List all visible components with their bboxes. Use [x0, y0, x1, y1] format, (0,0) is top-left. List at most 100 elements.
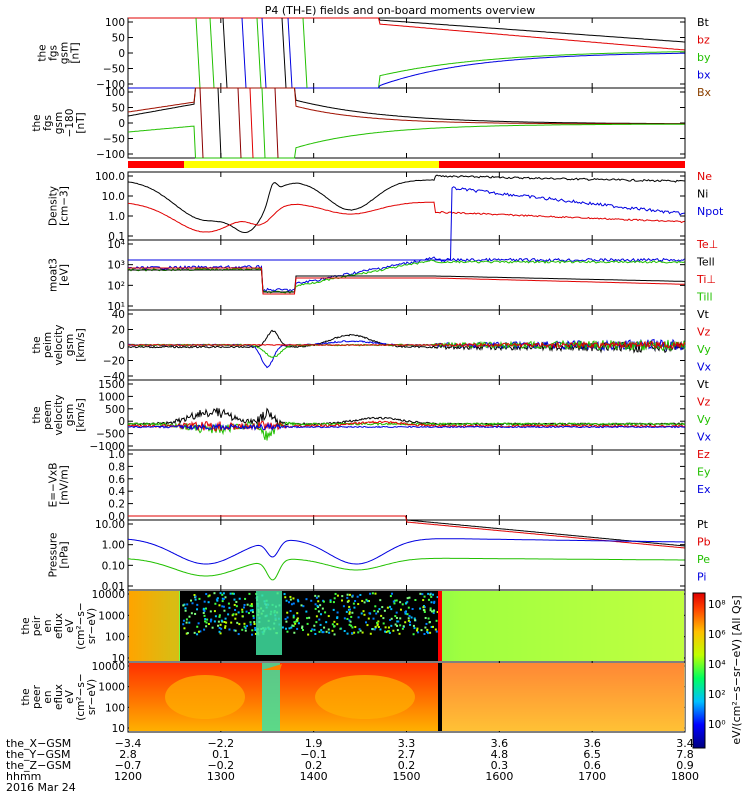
- legend-entry: Vz: [697, 396, 711, 409]
- spectrogram-pixel: [243, 603, 246, 606]
- field-spike: [217, 87, 222, 159]
- spectrogram-pixel: [285, 627, 288, 630]
- spectrogram-pixel: [407, 606, 410, 609]
- x-tick-label: −3.4: [115, 737, 142, 750]
- spectrogram-pixel: [436, 611, 439, 614]
- spectrogram-pixel: [435, 630, 438, 633]
- series-vt: [127, 407, 686, 426]
- spectrogram-pixel: [348, 608, 351, 611]
- series-bz: [128, 17, 685, 51]
- x-tick-label: 0.6: [583, 759, 601, 772]
- spectrogram-pixel: [345, 610, 348, 613]
- x-tick-label: 1.9: [305, 737, 323, 750]
- spectrogram-pixel: [333, 625, 336, 628]
- spectrogram-pixel: [359, 629, 362, 632]
- spectrogram-pixel: [413, 627, 416, 630]
- spectrogram-pixel: [409, 623, 412, 626]
- spectrogram-pixel: [249, 623, 252, 626]
- spectrogram-pixel: [424, 616, 427, 619]
- spectrogram-pixel: [336, 611, 339, 614]
- spectrogram-pixel: [336, 617, 339, 620]
- legend-entry: Bx: [697, 86, 712, 99]
- spectrogram-pixel: [237, 611, 240, 614]
- x-tick-label: 0.2: [305, 759, 323, 772]
- spectrogram-pixel: [227, 602, 230, 605]
- spectrogram-pixel: [231, 614, 234, 617]
- field-spike: [241, 17, 247, 89]
- spectrogram-pixel: [217, 620, 220, 623]
- y-axis-label: peer: [31, 684, 43, 709]
- legend-entry: Vt: [697, 378, 710, 391]
- spectrogram-pixel: [427, 617, 430, 620]
- spectrogram-pixel: [203, 614, 206, 617]
- y-tick-label: 1500: [98, 379, 125, 391]
- y-tick-label: 10: [112, 723, 125, 735]
- x-tick-label: −0.2: [207, 759, 234, 772]
- spectrogram-pixel: [404, 621, 407, 624]
- y-tick-label: 1000: [98, 682, 125, 694]
- spectrogram-pixel: [190, 612, 193, 615]
- legend-entry: Ey: [697, 466, 711, 479]
- panel-frame: [127, 519, 686, 591]
- spectrogram-pixel: [289, 595, 292, 598]
- spectrogram-pixel: [379, 599, 382, 602]
- spectrogram-pixel: [379, 628, 382, 631]
- spectrogram-feature: [165, 675, 245, 719]
- spectrogram-pixel: [244, 627, 247, 630]
- spectrogram-pixel: [219, 632, 222, 635]
- spectrogram-pixel: [414, 619, 417, 622]
- spectrogram-pixel: [182, 604, 185, 607]
- y-axis-label: fgs: [48, 45, 60, 61]
- y-tick-label: 1000: [98, 610, 125, 622]
- spectrogram-pixel: [331, 629, 334, 632]
- spectrogram-pixel: [422, 599, 425, 602]
- spectrogram-pixel: [197, 630, 200, 633]
- colorbar-tick-label: 10⁶: [708, 629, 726, 641]
- spectrogram-pixel: [336, 594, 339, 597]
- spectrogram-pixel: [293, 631, 296, 634]
- spectrogram-pixel: [427, 632, 430, 635]
- spectrogram-pixel: [346, 632, 349, 635]
- spectrogram-pixel: [353, 631, 356, 634]
- spectrogram-pixel: [352, 602, 355, 605]
- spectrogram-pixel: [416, 629, 419, 632]
- spectrogram-pixel: [237, 633, 240, 636]
- spectrogram-pixel: [329, 599, 332, 602]
- spectrogram-feature: [315, 675, 415, 719]
- panel-frame: [127, 449, 686, 521]
- spectrogram-pixel: [199, 630, 202, 633]
- y-axis-label: peir: [31, 615, 43, 636]
- panel-1-traces: [128, 17, 685, 89]
- spectrogram-pixel: [233, 629, 236, 632]
- panel-9-spectrogram: [129, 591, 684, 661]
- spectrogram-pixel: [410, 616, 413, 619]
- spectrogram-pixel: [357, 603, 360, 606]
- spectrogram-pixel: [432, 609, 435, 612]
- y-tick-label: −100: [96, 79, 125, 91]
- spectrogram-pixel: [394, 615, 397, 618]
- panel-4-traces: [127, 256, 685, 295]
- spectrogram-pixel: [395, 599, 398, 602]
- spectrogram-pixel: [196, 608, 199, 611]
- spectrogram-pixel: [194, 612, 197, 615]
- spectrogram-pixel: [332, 601, 335, 604]
- legend-entry: Ni: [697, 188, 708, 201]
- spectrogram-pixel: [317, 600, 320, 603]
- spectrogram-pixel: [213, 610, 216, 613]
- spectrogram-pixel: [402, 625, 405, 628]
- spectrogram-pixel: [284, 596, 287, 599]
- panel-2-traces: [127, 87, 685, 159]
- spectrogram-pixel: [194, 598, 197, 601]
- y-axis-label: the: [31, 336, 43, 353]
- colorbar: 10⁸ 10⁶ 10⁴ 10² 10⁰ eV/(cm²−s−sr−eV) [All Qs]: [692, 592, 743, 749]
- spectrogram-pixel: [408, 596, 411, 599]
- spectrogram-boundary: [438, 591, 442, 661]
- spectrogram-pixel: [406, 613, 409, 616]
- spectrogram-pixel: [311, 628, 314, 631]
- y-tick-label: 100: [105, 702, 125, 714]
- spectrogram-pixel: [382, 617, 385, 620]
- spectrogram-pixel: [432, 612, 435, 615]
- spectrogram-pixel: [346, 593, 349, 596]
- spectrogram-pixel: [185, 621, 188, 624]
- spectrogram-pixel: [198, 597, 201, 600]
